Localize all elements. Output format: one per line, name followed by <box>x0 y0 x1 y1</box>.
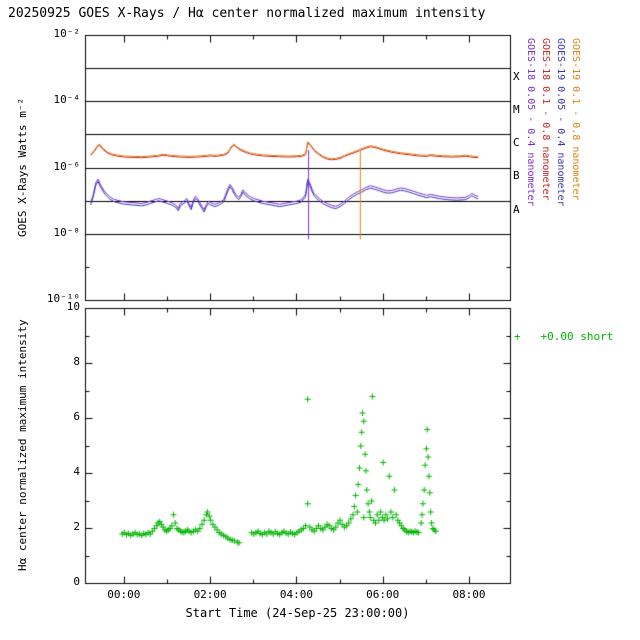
chart-canvas <box>0 0 640 640</box>
goes-halpha-plot-page: 20250925 GOES X-Rays / Hα center normali… <box>0 0 640 640</box>
